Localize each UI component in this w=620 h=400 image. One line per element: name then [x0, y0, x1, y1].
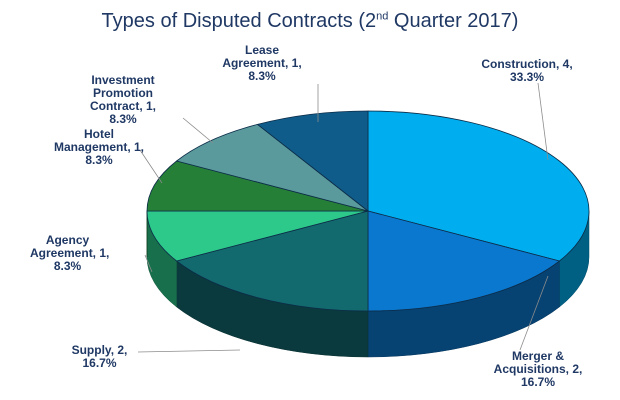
data-label-line: Merger & — [511, 349, 564, 363]
data-label-line: 16.7% — [82, 356, 117, 370]
data-label-line: 8.3% — [109, 112, 137, 126]
data-label-merger-acquisitions: Merger & Acquisitions, 2, 16.7% — [478, 350, 598, 389]
data-label-line: Management, 1, — [53, 140, 145, 154]
data-label-line: Investment — [91, 73, 155, 87]
data-label-lease-agreement: Lease Agreement, 1, 8.3% — [212, 44, 312, 83]
data-label-line: Agreement, 1, — [30, 246, 110, 260]
data-label-construction: Construction, 4, 33.3% — [452, 58, 602, 84]
data-label-line: Supply, 2, — [71, 343, 128, 357]
data-label-hotel-management: Hotel Management, 1, 8.3% — [24, 128, 174, 167]
leader-line-supply — [137, 349, 241, 353]
pie-top-faces — [146, 110, 590, 312]
data-label-line: 8.3% — [53, 259, 82, 273]
data-label-line: 8.3% — [85, 153, 113, 167]
pie-side-walls — [146, 210, 590, 358]
leader-line-construction — [537, 82, 549, 161]
pie-slice-construction — [367, 110, 590, 262]
pie-slice-supply — [175, 210, 369, 312]
leader-line-agency-agreement — [144, 254, 153, 273]
leader-line-hotel-management — [139, 149, 163, 184]
data-label-line: 8.3% — [248, 69, 276, 83]
data-label-line: Hotel — [84, 127, 114, 141]
data-label-line: Agreement, 1, — [222, 56, 302, 70]
data-label-line: Contract, 1, — [89, 99, 156, 113]
data-label-line: Acquisitions, 2, — [493, 362, 583, 376]
data-label-line: Construction, 4, — [481, 57, 573, 71]
pie-slice-investment-promotion-contract — [175, 123, 369, 212]
pie-slice-hotel-management — [146, 160, 369, 212]
data-label-agency-agreement: Agency Agreement, 1, 8.3% — [30, 233, 110, 273]
chart-title-main: Types of Disputed Contracts (2 — [101, 10, 377, 32]
chart-title: Types of Disputed Contracts (2nd Quarter… — [0, 10, 620, 33]
leader-line-investment-promotion-contract — [182, 117, 214, 144]
pie-slice-lease-agreement — [256, 110, 369, 212]
data-label-line: Agency — [45, 233, 90, 247]
pie-slice-agency-agreement — [146, 210, 369, 262]
data-label-line: 16.7% — [520, 375, 556, 389]
chart-title-tail: Quarter 2017) — [388, 10, 519, 32]
data-label-line: Lease — [244, 43, 280, 57]
chart-title-superscript: nd — [376, 10, 389, 23]
data-label-investment-promotion-contract: Investment Promotion Contract, 1, 8.3% — [68, 74, 178, 126]
leader-line-merger-acquisitions — [519, 275, 549, 351]
leader-lines — [137, 82, 549, 353]
data-label-line: Promotion — [93, 86, 153, 100]
data-label-supply: Supply, 2, 16.7% — [62, 344, 137, 370]
pie-slice-merger-acquisitions — [367, 210, 561, 312]
data-label-line: 33.3% — [509, 70, 545, 84]
